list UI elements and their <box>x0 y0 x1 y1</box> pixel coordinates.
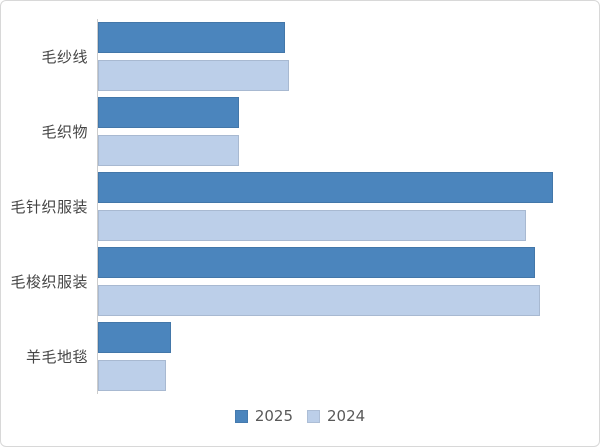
legend-label-2024: 2024 <box>327 407 366 425</box>
bar-2024 <box>98 360 167 391</box>
bars-group <box>97 319 599 394</box>
bars-group <box>97 244 599 319</box>
legend: 2025 2024 <box>1 407 599 425</box>
legend-item-2024: 2024 <box>307 407 365 425</box>
bar-2025 <box>98 97 240 128</box>
category-row: 羊毛地毯 <box>1 319 599 394</box>
category-row: 毛纱线 <box>1 19 599 94</box>
bar-2025 <box>98 172 554 203</box>
bar-2025 <box>98 22 285 53</box>
category-label: 毛针织服装 <box>10 198 88 216</box>
bars-group <box>97 19 599 94</box>
bars-group <box>97 94 599 169</box>
category-label: 毛织物 <box>41 123 88 141</box>
bars-group <box>97 169 599 244</box>
legend-item-2025: 2025 <box>234 407 293 425</box>
legend-swatch-2024 <box>307 409 320 423</box>
category-label: 毛纱线 <box>41 48 88 66</box>
plot-area: 毛纱线毛织物毛针织服装毛梭织服装羊毛地毯 <box>1 19 599 394</box>
bar-2024 <box>98 210 527 241</box>
legend-label-2025: 2025 <box>254 407 293 425</box>
bar-2024 <box>98 60 290 91</box>
category-row: 毛针织服装 <box>1 169 599 244</box>
bar-2025 <box>98 322 171 353</box>
bar-2024 <box>98 285 540 316</box>
category-label: 毛梭织服装 <box>10 273 88 291</box>
category-row: 毛梭织服装 <box>1 244 599 319</box>
category-row: 毛织物 <box>1 94 599 169</box>
category-label: 羊毛地毯 <box>25 348 88 366</box>
bar-2025 <box>98 247 536 278</box>
legend-swatch-2025 <box>234 409 248 423</box>
bar-2024 <box>98 135 240 166</box>
